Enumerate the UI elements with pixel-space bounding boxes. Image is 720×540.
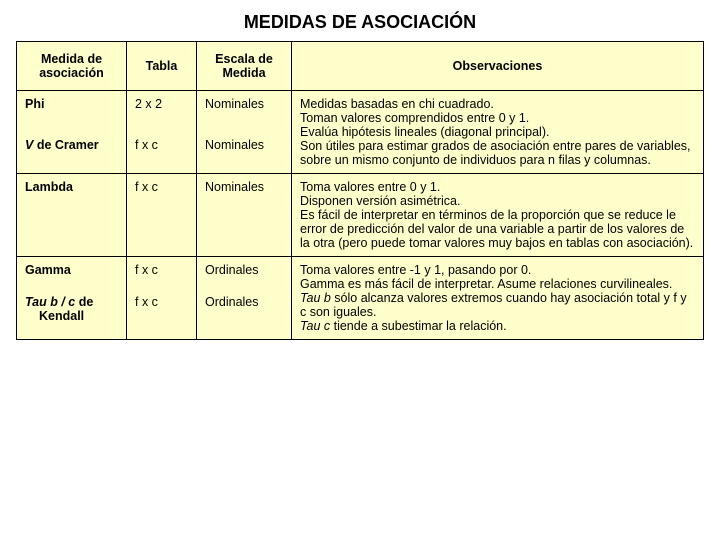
cell-medida-phi: Phi xyxy=(17,91,127,133)
table-row: Lambda f x c Nominales Toma valores entr… xyxy=(17,174,704,257)
italic-prefix: Tau b / c xyxy=(25,295,79,309)
cell-tabla-vcramer: f x c xyxy=(127,132,197,174)
obs-line: Son útiles para estimar grados de asocia… xyxy=(300,139,691,167)
association-measures-table: Medida de asociación Tabla Escala de Med… xyxy=(16,41,704,340)
cell-obs-group3: Toma valores entre -1 y 1, pasando por 0… xyxy=(292,257,704,340)
text: sólo alcanza valores extremos cuando hay… xyxy=(300,291,687,319)
cell-medida-lambda: Lambda xyxy=(17,174,127,257)
cell-obs-group1: Medidas basadas en chi cuadrado. Toman v… xyxy=(292,91,704,174)
obs-line: Disponen versión asimétrica. xyxy=(300,194,461,208)
obs-line: Gamma es más fácil de interpretar. Asume… xyxy=(300,277,672,291)
col-tabla: Tabla xyxy=(127,42,197,91)
italic-text: Tau b xyxy=(300,291,331,305)
cell-tabla-tau: f x c xyxy=(127,289,197,339)
col-obs: Observaciones xyxy=(292,42,704,91)
obs-line: Toman valores comprendidos entre 0 y 1. xyxy=(300,111,529,125)
italic-text: Tau c xyxy=(300,319,334,333)
table-row: Gamma f x c Ordinales Toma valores entre… xyxy=(17,257,704,290)
cell-escala-tau: Ordinales xyxy=(197,289,292,339)
cell-escala-phi: Nominales xyxy=(197,91,292,133)
text: de xyxy=(79,295,94,309)
text: tiende a subestimar la relación. xyxy=(334,319,507,333)
obs-line: Toma valores entre -1 y 1, pasando por 0… xyxy=(300,263,531,277)
cell-tabla-lambda: f x c xyxy=(127,174,197,257)
text-line2: Kendall xyxy=(25,309,84,323)
page-title: MEDIDAS DE ASOCIACIÓN xyxy=(16,12,704,33)
cell-medida-tau: Tau b / c de Kendall xyxy=(17,289,127,339)
col-escala: Escala de Medida xyxy=(197,42,292,91)
obs-line: Toma valores entre 0 y 1. xyxy=(300,180,440,194)
cell-tabla-gamma: f x c xyxy=(127,257,197,290)
obs-line: Medidas basadas en chi cuadrado. xyxy=(300,97,494,111)
cell-escala-gamma: Ordinales xyxy=(197,257,292,290)
obs-line: Evalúa hipótesis lineales (diagonal prin… xyxy=(300,125,549,139)
cell-escala-lambda: Nominales xyxy=(197,174,292,257)
cell-escala-vcramer: Nominales xyxy=(197,132,292,174)
table-row: Phi 2 x 2 Nominales Medidas basadas en c… xyxy=(17,91,704,133)
cell-obs-lambda: Toma valores entre 0 y 1. Disponen versi… xyxy=(292,174,704,257)
obs-line: Es fácil de interpretar en términos de l… xyxy=(300,208,693,250)
col-medida: Medida de asociación xyxy=(17,42,127,91)
cell-medida-gamma: Gamma xyxy=(17,257,127,290)
text: de Cramer xyxy=(33,138,98,152)
cell-medida-vcramer: V de Cramer xyxy=(17,132,127,174)
cell-tabla-phi: 2 x 2 xyxy=(127,91,197,133)
table-header-row: Medida de asociación Tabla Escala de Med… xyxy=(17,42,704,91)
